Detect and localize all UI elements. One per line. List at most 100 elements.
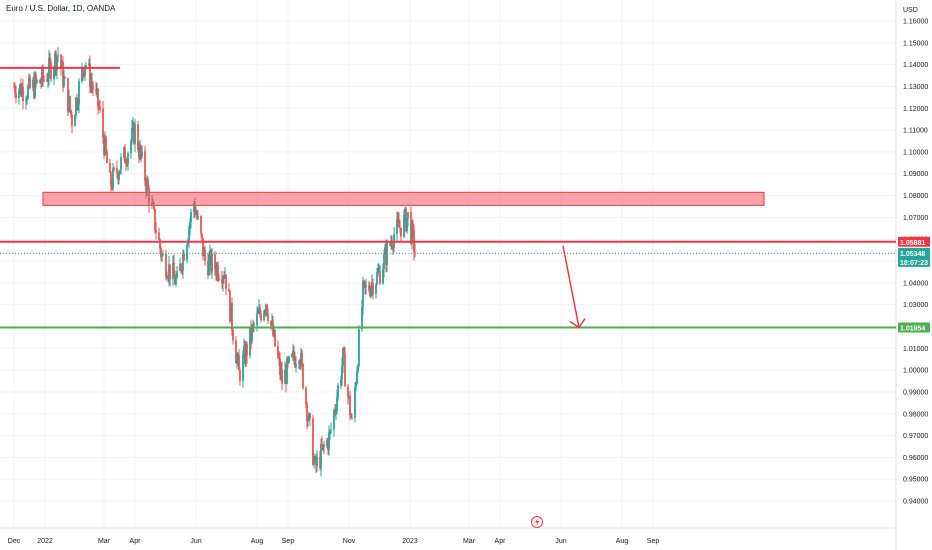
candle-body — [162, 254, 164, 256]
candle-body — [111, 185, 113, 188]
candle-body — [251, 326, 253, 341]
candle-body — [166, 276, 168, 279]
candle-body — [82, 68, 84, 74]
candle-body — [216, 265, 218, 276]
badge-level-green-label: 1.01954 — [900, 325, 925, 332]
candle-body — [218, 278, 220, 280]
candle-body — [294, 358, 296, 367]
badges: 1.05881 1.05348 18:07:23 1.01954 — [898, 236, 930, 333]
candle-body — [169, 264, 171, 280]
candle-body — [379, 270, 381, 284]
candle-body — [392, 247, 394, 249]
candle-body — [34, 75, 36, 98]
candle-body — [74, 115, 76, 127]
candle-body — [242, 354, 244, 381]
candle-body — [91, 80, 93, 86]
price-tick-label: 1.00000 — [903, 368, 928, 375]
candle-body — [356, 371, 358, 385]
candle-body — [327, 440, 329, 450]
candle-body — [400, 227, 402, 237]
levels — [0, 66, 896, 329]
grid — [0, 0, 897, 550]
candle-body — [63, 77, 65, 87]
candle-body — [138, 149, 140, 158]
candle-body — [263, 311, 265, 321]
candle-body — [124, 147, 126, 164]
candle-body — [368, 285, 370, 291]
price-tick-label: 1.03000 — [903, 302, 928, 309]
candle-body — [18, 90, 20, 99]
candle-body — [224, 274, 226, 279]
candle-body — [405, 208, 407, 231]
candle-body — [36, 79, 38, 82]
candle-body — [103, 137, 105, 155]
candle-body — [314, 457, 316, 459]
candle-body — [370, 287, 372, 296]
candle-body — [337, 385, 339, 397]
candle-body — [376, 272, 378, 285]
candle-body — [375, 284, 377, 295]
candle-body — [362, 280, 364, 307]
candle-body — [201, 233, 203, 239]
price-tick-label: 1.15000 — [903, 40, 928, 47]
candle-body — [209, 251, 211, 258]
candle-body — [168, 264, 170, 278]
time-tick-label: Apr — [495, 538, 507, 545]
candle-body — [67, 77, 69, 112]
candle-body — [204, 249, 206, 262]
candle-body — [151, 203, 153, 205]
candle-body — [190, 211, 192, 223]
candle-body — [312, 418, 314, 465]
price-tick-label: 1.01000 — [903, 346, 928, 353]
candle-body — [230, 302, 232, 322]
candle-body — [33, 79, 35, 98]
candle-body — [372, 282, 374, 295]
candle-body — [333, 410, 335, 430]
candle-body — [223, 277, 225, 279]
candle-body — [123, 147, 125, 158]
candle-body — [397, 218, 399, 221]
candle-body — [236, 358, 238, 364]
candle-body — [130, 141, 132, 154]
candle-body — [110, 172, 112, 186]
candle-body — [301, 352, 303, 364]
candle-body — [363, 280, 365, 282]
candle-body — [76, 97, 78, 107]
candle-body — [330, 429, 332, 431]
projection-arrow-line — [562, 245, 580, 328]
candle-body — [158, 232, 160, 240]
candle-body — [277, 346, 279, 358]
candle-body — [42, 68, 44, 80]
candle-body — [43, 79, 45, 81]
candle-body — [61, 62, 63, 69]
candle-body — [211, 254, 213, 272]
time-tick-label: Mar — [463, 538, 476, 545]
candle-body — [298, 361, 300, 364]
candles — [13, 47, 416, 477]
candle-body — [145, 181, 147, 192]
candle-body — [348, 396, 350, 398]
candle-body — [350, 415, 352, 418]
candle-body — [391, 242, 393, 248]
candle-body — [308, 413, 310, 420]
candle-body — [215, 268, 217, 276]
candle-body — [272, 321, 274, 336]
candle-body — [96, 88, 98, 91]
candle-body — [320, 443, 322, 468]
candle-body — [364, 281, 366, 287]
candle-body — [228, 288, 230, 292]
candle-body — [286, 358, 288, 384]
candle-body — [414, 251, 416, 253]
time-tick-label: Apr — [130, 538, 142, 545]
candle-body — [203, 249, 205, 256]
candle-body — [29, 77, 31, 89]
candle-body — [319, 457, 321, 468]
candle-body — [371, 282, 373, 288]
candle-body — [46, 79, 48, 81]
candle-body — [221, 279, 223, 284]
candle-body — [97, 88, 99, 107]
candle-body — [398, 220, 400, 228]
candle-body — [22, 87, 24, 102]
